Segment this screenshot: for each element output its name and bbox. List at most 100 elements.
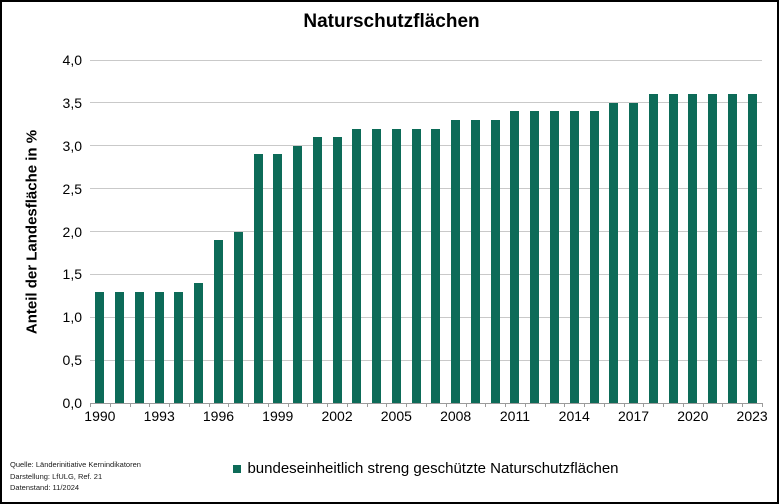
- y-tick-label: 1,5: [62, 266, 82, 283]
- source-line: Quelle: Länderinitiative Kernindikatoren: [10, 460, 141, 469]
- y-tick-label: 3,0: [62, 137, 82, 154]
- gridline: [90, 102, 762, 104]
- bar-1990: [95, 291, 105, 403]
- x-axis-tick: [702, 403, 704, 407]
- x-axis-tick: [188, 403, 190, 407]
- bar-1991: [115, 291, 125, 403]
- x-axis-tick: [722, 403, 724, 407]
- x-tick-label: 2008: [440, 408, 472, 424]
- gridline: [90, 316, 762, 318]
- bar-2013: [549, 111, 559, 403]
- legend-swatch-icon: [233, 464, 242, 473]
- x-tick-label: 2002: [321, 408, 353, 424]
- x-axis-tick: [248, 403, 250, 407]
- x-axis-tick: [109, 403, 111, 407]
- x-axis-tick: [327, 403, 329, 407]
- y-tick-label: 4,0: [62, 52, 82, 68]
- x-axis-tick-labels: 1990 1993 1996 1999 2002 2005 2008 2011 2014 2017…: [84, 408, 767, 428]
- x-axis-tick: [465, 403, 467, 407]
- x-axis-tick: [287, 403, 289, 407]
- bar-2012: [530, 111, 540, 403]
- x-axis-tick: [346, 403, 348, 407]
- x-tick-label: 1990: [84, 408, 116, 424]
- x-axis-tick: [386, 403, 388, 407]
- x-axis-tick: [762, 403, 763, 407]
- x-tick-label: 1993: [143, 408, 175, 424]
- bar-2008: [451, 120, 461, 403]
- bar-2004: [372, 128, 382, 403]
- source-line: Datenstand: 11/2024: [10, 483, 80, 492]
- x-tick-label: 2014: [558, 408, 590, 424]
- x-axis-tick: [149, 403, 151, 407]
- x-tick-label: 2020: [677, 408, 709, 424]
- legend-label: bundeseinheitlich streng geschützte Natu…: [247, 460, 619, 477]
- x-axis-tick: [366, 403, 368, 407]
- bar-2016: [609, 102, 619, 403]
- bar-2003: [352, 128, 362, 403]
- x-axis-tick: [426, 403, 427, 407]
- gridline: [90, 59, 762, 61]
- bar-1995: [194, 282, 204, 403]
- x-axis-tick: [623, 403, 625, 407]
- bar-1997: [233, 231, 243, 403]
- x-axis-tick: [643, 403, 645, 407]
- bar-2006: [411, 128, 421, 403]
- bar-2020: [688, 94, 698, 403]
- gridline: [90, 231, 762, 232]
- x-axis-tick: [524, 403, 526, 407]
- x-tick-label: 2017: [617, 408, 650, 424]
- bar-1993: [154, 291, 164, 403]
- x-axis-tick: [445, 403, 447, 407]
- x-tick-label: 2011: [499, 408, 530, 424]
- x-axis-tick: [505, 403, 507, 407]
- x-axis-tick: [485, 403, 487, 407]
- x-tick-label: 1999: [262, 408, 294, 424]
- bar-2014: [569, 111, 579, 403]
- y-axis-tick-labels: 0,0 0,5 1,0 1,5 2,0 2,5 3,0 3,5 4,0: [2, 52, 82, 411]
- legend: bundeseinheitlich streng geschützte Natu…: [90, 460, 762, 477]
- bar-1992: [134, 291, 144, 403]
- bar-2010: [490, 120, 500, 403]
- bar-2021: [708, 94, 718, 403]
- x-tick-label: 1996: [202, 408, 235, 424]
- plot-area: [90, 59, 763, 407]
- x-axis-tick: [267, 403, 269, 407]
- x-axis-tick: [663, 403, 665, 407]
- y-tick-label: 2,5: [62, 180, 82, 197]
- x-axis-tick: [406, 403, 408, 407]
- bar-2005: [391, 128, 401, 403]
- y-tick-label: 0,5: [62, 352, 82, 369]
- x-axis-tick: [228, 403, 230, 407]
- bar-2001: [312, 137, 322, 403]
- bar-1998: [253, 154, 263, 403]
- x-axis-tick: [603, 403, 605, 407]
- source-line: Darstellung: LfULG, Ref. 21: [10, 471, 103, 481]
- x-axis-tick: [682, 403, 684, 407]
- x-axis-tick: [742, 403, 744, 407]
- x-axis-tick: [129, 403, 131, 407]
- y-tick-label: 0,0: [62, 395, 82, 411]
- x-axis-tick: [584, 403, 586, 407]
- bar-2018: [648, 94, 658, 403]
- x-axis-tick: [307, 403, 309, 407]
- gridline: [90, 188, 762, 190]
- bar-2011: [510, 111, 520, 403]
- x-tick-label: 2005: [380, 408, 412, 424]
- chart-title: Naturschutzflächen: [303, 11, 480, 32]
- bar-2019: [668, 94, 678, 403]
- bar-2015: [589, 111, 599, 403]
- bar-1996: [213, 240, 223, 403]
- x-axis-tick: [564, 403, 566, 407]
- x-axis-tick: [208, 403, 210, 407]
- x-axis-tick: [169, 403, 171, 407]
- bar-2002: [332, 137, 342, 403]
- bar-2009: [470, 120, 480, 403]
- bar-1994: [174, 291, 184, 403]
- bar-2022: [727, 94, 737, 403]
- bar-2023: [747, 94, 757, 403]
- y-tick-label: 2,0: [62, 223, 82, 240]
- bar-1999: [273, 154, 283, 403]
- gridline: [90, 145, 762, 147]
- x-axis-tick: [90, 403, 91, 407]
- x-axis-tick: [544, 403, 546, 407]
